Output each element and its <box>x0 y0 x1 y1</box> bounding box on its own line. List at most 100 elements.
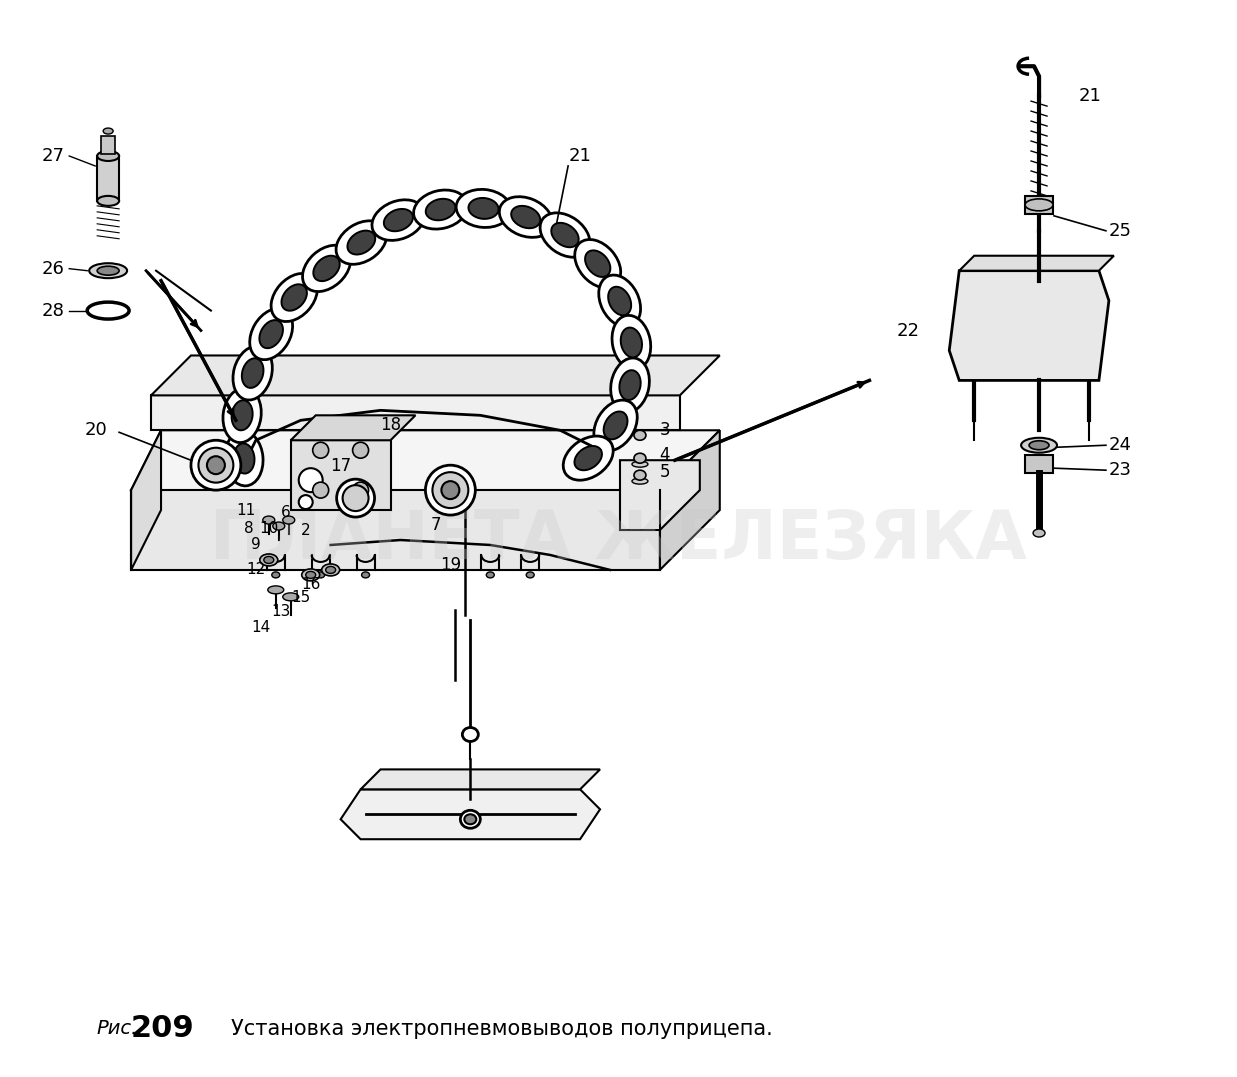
Text: Рис.: Рис. <box>96 1019 137 1038</box>
Ellipse shape <box>1029 440 1049 450</box>
Text: 15: 15 <box>291 590 310 605</box>
Ellipse shape <box>621 327 642 358</box>
Polygon shape <box>959 255 1113 270</box>
Ellipse shape <box>620 370 641 400</box>
Polygon shape <box>360 769 600 789</box>
Ellipse shape <box>353 482 369 498</box>
Ellipse shape <box>313 482 329 498</box>
Ellipse shape <box>500 197 552 237</box>
Text: 14: 14 <box>251 620 271 635</box>
Ellipse shape <box>552 223 579 248</box>
Ellipse shape <box>1021 437 1056 452</box>
Ellipse shape <box>599 275 641 327</box>
Text: 9: 9 <box>251 537 261 553</box>
Text: 18: 18 <box>380 417 401 434</box>
Ellipse shape <box>271 274 318 322</box>
Text: 24: 24 <box>1108 436 1132 454</box>
Polygon shape <box>131 431 720 490</box>
Text: 11: 11 <box>236 503 256 518</box>
Ellipse shape <box>463 727 479 741</box>
Ellipse shape <box>361 572 370 578</box>
Ellipse shape <box>348 230 375 254</box>
Ellipse shape <box>272 572 280 578</box>
Ellipse shape <box>260 554 278 565</box>
Text: 28: 28 <box>42 302 64 320</box>
Text: 20: 20 <box>85 421 108 439</box>
Polygon shape <box>340 789 600 839</box>
Ellipse shape <box>632 461 648 467</box>
Ellipse shape <box>303 246 350 292</box>
Ellipse shape <box>604 411 627 439</box>
Text: 27: 27 <box>42 146 64 165</box>
Bar <box>1025 456 1053 473</box>
Ellipse shape <box>635 431 646 440</box>
Ellipse shape <box>260 320 283 348</box>
Text: 6: 6 <box>281 504 291 519</box>
Ellipse shape <box>231 401 252 431</box>
Ellipse shape <box>207 457 225 474</box>
Ellipse shape <box>1025 199 1053 211</box>
Ellipse shape <box>464 814 476 824</box>
Ellipse shape <box>325 567 335 573</box>
Text: 21: 21 <box>569 146 591 165</box>
Ellipse shape <box>302 569 319 581</box>
Polygon shape <box>131 431 161 570</box>
Polygon shape <box>620 460 700 530</box>
Polygon shape <box>131 490 659 570</box>
Ellipse shape <box>267 586 283 593</box>
Text: Установка электропневмовыводов полуприцепа.: Установка электропневмовыводов полуприце… <box>231 1019 773 1038</box>
Text: 21: 21 <box>1079 87 1102 106</box>
Text: 5: 5 <box>659 463 670 481</box>
Ellipse shape <box>635 453 646 463</box>
Ellipse shape <box>433 472 469 508</box>
Ellipse shape <box>250 309 293 360</box>
Ellipse shape <box>442 481 459 499</box>
Ellipse shape <box>511 206 541 228</box>
Ellipse shape <box>486 572 495 578</box>
Text: 23: 23 <box>1108 461 1132 479</box>
Ellipse shape <box>343 485 369 512</box>
Ellipse shape <box>98 196 119 206</box>
Ellipse shape <box>1033 529 1045 537</box>
Bar <box>98 156 119 201</box>
Ellipse shape <box>426 465 475 515</box>
Text: 17: 17 <box>330 458 351 475</box>
Polygon shape <box>949 270 1108 380</box>
Text: 12: 12 <box>246 562 266 577</box>
Ellipse shape <box>594 400 637 451</box>
Ellipse shape <box>89 263 127 278</box>
Ellipse shape <box>322 564 340 576</box>
Ellipse shape <box>612 316 651 369</box>
Ellipse shape <box>609 286 631 316</box>
Ellipse shape <box>283 592 298 601</box>
Ellipse shape <box>190 440 241 490</box>
Text: 8: 8 <box>244 520 254 535</box>
Ellipse shape <box>98 151 119 160</box>
Ellipse shape <box>456 190 511 227</box>
Ellipse shape <box>283 516 294 524</box>
Ellipse shape <box>635 471 646 480</box>
Polygon shape <box>291 416 416 440</box>
Text: 10: 10 <box>260 520 278 535</box>
Ellipse shape <box>383 209 413 232</box>
Ellipse shape <box>353 443 369 458</box>
Bar <box>1025 196 1053 214</box>
Ellipse shape <box>313 443 329 458</box>
Ellipse shape <box>585 250 610 277</box>
Text: 4: 4 <box>659 446 670 464</box>
Text: 209: 209 <box>131 1015 195 1044</box>
Ellipse shape <box>98 266 119 276</box>
Ellipse shape <box>242 359 263 388</box>
Polygon shape <box>291 440 391 510</box>
Ellipse shape <box>541 213 590 257</box>
Ellipse shape <box>273 522 285 530</box>
Ellipse shape <box>223 388 261 443</box>
Ellipse shape <box>282 284 307 311</box>
Ellipse shape <box>632 478 648 485</box>
Text: 3: 3 <box>659 421 670 439</box>
Text: 26: 26 <box>42 260 64 278</box>
Ellipse shape <box>298 495 313 509</box>
Ellipse shape <box>574 446 602 471</box>
Ellipse shape <box>336 221 387 264</box>
Ellipse shape <box>234 444 255 474</box>
